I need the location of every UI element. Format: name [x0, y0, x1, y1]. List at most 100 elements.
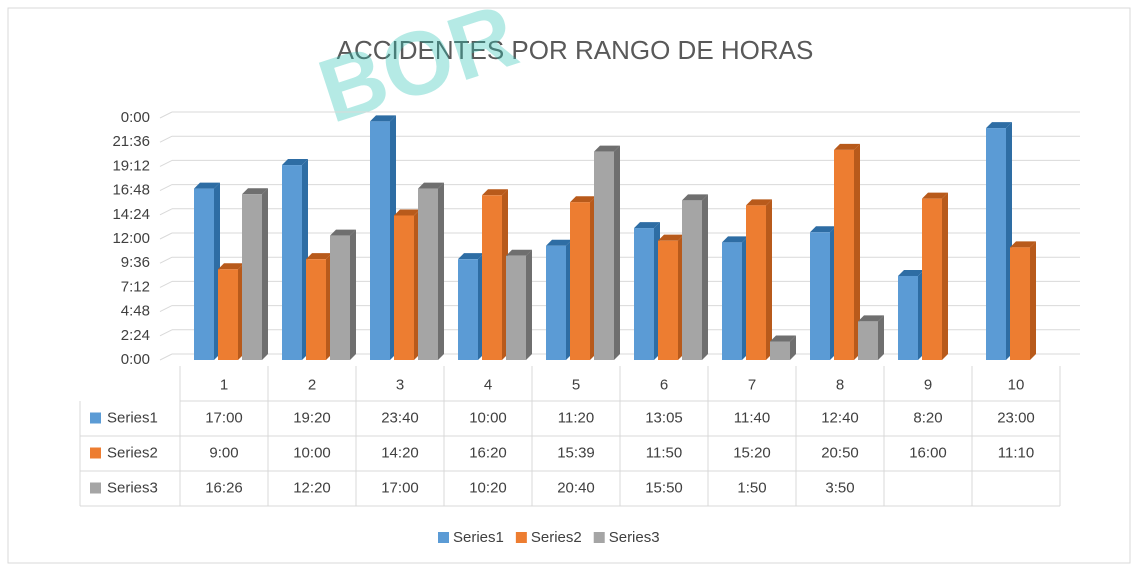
bar-group — [570, 196, 596, 360]
table-cell: 15:50 — [645, 479, 683, 496]
bar-side — [702, 194, 708, 360]
table-cell: 9:00 — [209, 444, 238, 461]
table-legend-key — [90, 482, 101, 494]
table-cell: 12:20 — [293, 479, 331, 496]
bar-top — [658, 234, 684, 241]
chart-title: ACCIDENTES POR RANGO DE HORAS — [337, 35, 814, 65]
bar-top — [194, 182, 220, 189]
bar-top — [570, 196, 596, 203]
bar-group — [282, 159, 308, 360]
bar — [922, 198, 942, 360]
grid-line — [159, 305, 173, 313]
legend-key — [438, 532, 449, 543]
bar-group — [922, 192, 948, 360]
table-legend-key — [90, 412, 101, 424]
bar-group — [218, 263, 244, 360]
grid-line — [159, 329, 173, 337]
bar — [634, 228, 654, 360]
bar-top — [986, 122, 1012, 129]
bar-top — [306, 253, 332, 260]
table-cell: 3:50 — [825, 479, 854, 496]
bar-top — [330, 229, 356, 236]
bar-top — [370, 115, 396, 122]
bar-group — [458, 253, 484, 360]
bar-group — [722, 236, 748, 360]
bar-top — [418, 182, 444, 189]
bar-side — [766, 199, 772, 360]
x-tick-label: 9 — [924, 376, 932, 393]
x-tick-label: 10 — [1008, 376, 1025, 393]
bar-group — [810, 226, 836, 360]
bar-group — [506, 249, 532, 360]
table-cell: 11:10 — [998, 444, 1034, 461]
bar-top — [634, 222, 660, 229]
grid-line — [159, 280, 173, 288]
bar — [658, 240, 678, 360]
bar-top — [506, 249, 532, 256]
bar-group — [306, 253, 332, 360]
bar — [506, 255, 526, 360]
x-tick-label: 5 — [572, 376, 580, 393]
x-tick-label: 8 — [836, 376, 844, 393]
y-tick-label: 14:24 — [112, 206, 150, 223]
x-tick-label: 7 — [748, 376, 756, 393]
legend-key — [593, 532, 605, 543]
bar-group — [634, 222, 660, 360]
bar-top — [282, 159, 308, 166]
bar-group — [834, 143, 860, 360]
bar-group — [858, 315, 884, 360]
grid-line — [159, 135, 173, 143]
grid-line — [159, 208, 173, 216]
table-cell: 11:40 — [734, 409, 770, 426]
bar-top — [242, 188, 268, 195]
bar-group — [746, 199, 772, 360]
bar-side — [942, 192, 948, 360]
bar-side — [614, 145, 620, 360]
table-cell: 1:50 — [737, 479, 766, 496]
table-row-label: Series3 — [107, 479, 158, 496]
bar-top — [594, 145, 620, 152]
bar-top — [394, 209, 420, 216]
bar-side — [350, 229, 356, 360]
bar — [242, 194, 262, 360]
bar-top — [922, 192, 948, 199]
bar-group — [482, 189, 508, 360]
table-cell: 13:05 — [645, 409, 683, 426]
bar — [834, 149, 854, 360]
legend-label: Series1 — [453, 529, 504, 546]
table-cell: 15:20 — [733, 444, 771, 461]
bar-top — [770, 335, 796, 342]
bar-side — [526, 249, 532, 360]
y-tick-label: 19:12 — [112, 157, 150, 174]
legend-key — [515, 532, 527, 543]
bar — [194, 188, 214, 360]
bar — [458, 259, 478, 360]
legend-label: Series2 — [531, 529, 582, 546]
bar — [330, 235, 350, 360]
bar-side — [878, 315, 884, 360]
table-cell: 11:50 — [646, 444, 682, 461]
grid-line — [159, 184, 173, 192]
bar-top — [682, 194, 708, 201]
bar — [370, 121, 390, 360]
bar-group — [1010, 241, 1036, 360]
bar-group — [394, 209, 420, 360]
bar — [418, 188, 438, 360]
bar-group — [546, 239, 572, 360]
bar-group — [682, 194, 708, 360]
grid-line — [159, 111, 173, 119]
bar — [746, 205, 766, 360]
table-cell: 16:26 — [205, 479, 243, 496]
table-cell: 10:20 — [469, 479, 507, 496]
bar — [546, 245, 566, 360]
table-cell: 14:20 — [381, 444, 419, 461]
table-cell: 20:40 — [557, 479, 595, 496]
table-cell: 11:20 — [558, 409, 594, 426]
bar-top — [810, 226, 836, 233]
bar — [594, 151, 614, 360]
x-tick-label: 6 — [660, 376, 668, 393]
table-cell: 23:40 — [381, 409, 419, 426]
table-cell: 23:00 — [997, 409, 1035, 426]
table-cell: 10:00 — [469, 409, 507, 426]
bar — [570, 202, 590, 360]
